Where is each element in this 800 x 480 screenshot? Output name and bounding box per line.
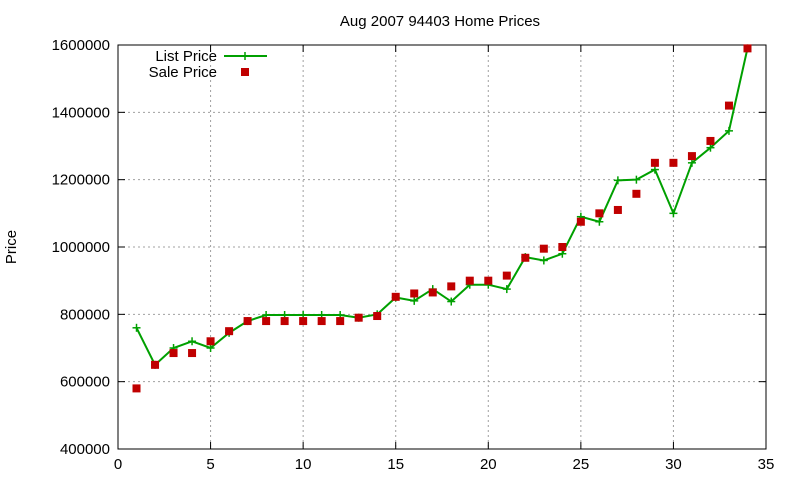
sale-price-point xyxy=(706,136,715,145)
sale-price-point xyxy=(225,327,234,336)
y-tick-label: 1600000 xyxy=(52,37,110,54)
series-sale-price xyxy=(132,44,752,393)
y-tick-label: 400000 xyxy=(60,441,110,458)
sale-price-point xyxy=(373,312,382,321)
sale-price-point xyxy=(410,289,419,298)
y-tick-label: 1000000 xyxy=(52,239,110,256)
list-price-point xyxy=(706,143,715,152)
x-tick-label: 35 xyxy=(758,456,775,473)
sale-price-point xyxy=(484,276,493,285)
sale-price-point xyxy=(576,217,585,226)
y-tick-label: 600000 xyxy=(60,374,110,391)
list-price-point xyxy=(650,165,659,174)
list-price-point xyxy=(687,158,696,167)
list-price-point xyxy=(558,249,567,258)
x-tick-label: 5 xyxy=(206,456,214,473)
sale-price-point xyxy=(391,292,400,301)
sale-price-point xyxy=(669,158,678,167)
sale-price-point xyxy=(262,317,271,326)
plot-area-frame xyxy=(117,44,767,450)
sale-price-point xyxy=(632,189,641,198)
list-price-point xyxy=(632,175,641,184)
sale-price-point xyxy=(724,101,733,110)
sale-price-point xyxy=(132,384,141,393)
y-tick-label: 1200000 xyxy=(52,172,110,189)
sale-price-point xyxy=(336,317,345,326)
sale-price-point xyxy=(465,276,474,285)
sale-price-point xyxy=(447,282,456,291)
sale-price-point xyxy=(243,317,252,326)
sale-price-point xyxy=(354,313,363,322)
y-tick-label: 1400000 xyxy=(52,104,110,121)
grid xyxy=(118,45,766,449)
list-price-point xyxy=(613,176,622,185)
list-price-point xyxy=(724,126,733,135)
y-tick-label: 800000 xyxy=(60,306,110,323)
sale-price-point xyxy=(188,349,197,358)
sale-price-point xyxy=(558,243,567,251)
x-tick-label: 30 xyxy=(665,456,682,473)
y-axis-label: Price xyxy=(3,230,20,264)
list-price-point xyxy=(188,337,197,346)
chart-title: Aug 2007 94403 Home Prices xyxy=(340,13,540,30)
list-price-point xyxy=(132,323,141,332)
list-price-point xyxy=(410,296,419,305)
list-price-point xyxy=(669,209,678,218)
sale-price-point xyxy=(613,205,622,214)
list-price-point xyxy=(447,297,456,306)
sale-price-point xyxy=(206,337,215,346)
sale-price-point xyxy=(299,317,308,326)
list-price-line xyxy=(135,48,749,367)
x-tick-label: 0 xyxy=(114,456,122,473)
x-tick-label: 25 xyxy=(573,456,590,473)
legend-swatch-marker xyxy=(241,68,249,76)
list-price-point xyxy=(502,285,511,294)
sale-price-point xyxy=(151,360,160,369)
sale-price-point xyxy=(317,317,326,326)
sale-price-point xyxy=(743,44,752,53)
sale-price-point xyxy=(521,253,530,262)
sale-price-point xyxy=(502,271,511,280)
x-tick-label: 20 xyxy=(480,456,497,473)
list-price-point xyxy=(206,344,215,352)
legend-label: List Price xyxy=(155,48,217,65)
sale-price-point xyxy=(650,158,659,167)
sale-price-point xyxy=(280,317,289,326)
sale-price-point xyxy=(539,244,548,253)
x-tick-label: 15 xyxy=(387,456,404,473)
legend-label: Sale Price xyxy=(149,64,217,81)
sale-price-point xyxy=(169,349,178,358)
sale-price-point xyxy=(687,152,696,161)
sale-price-point xyxy=(428,288,437,297)
x-tick-label: 10 xyxy=(295,456,312,473)
list-price-point xyxy=(539,256,548,265)
series-layer xyxy=(132,44,752,393)
sale-price-point xyxy=(595,209,604,218)
legend-swatch-marker xyxy=(241,52,249,60)
axis-ticks: 0 5 10 15 20 25 30 35 400000 600000 800000 1000000 1… xyxy=(52,37,775,473)
list-price-point xyxy=(595,217,604,226)
